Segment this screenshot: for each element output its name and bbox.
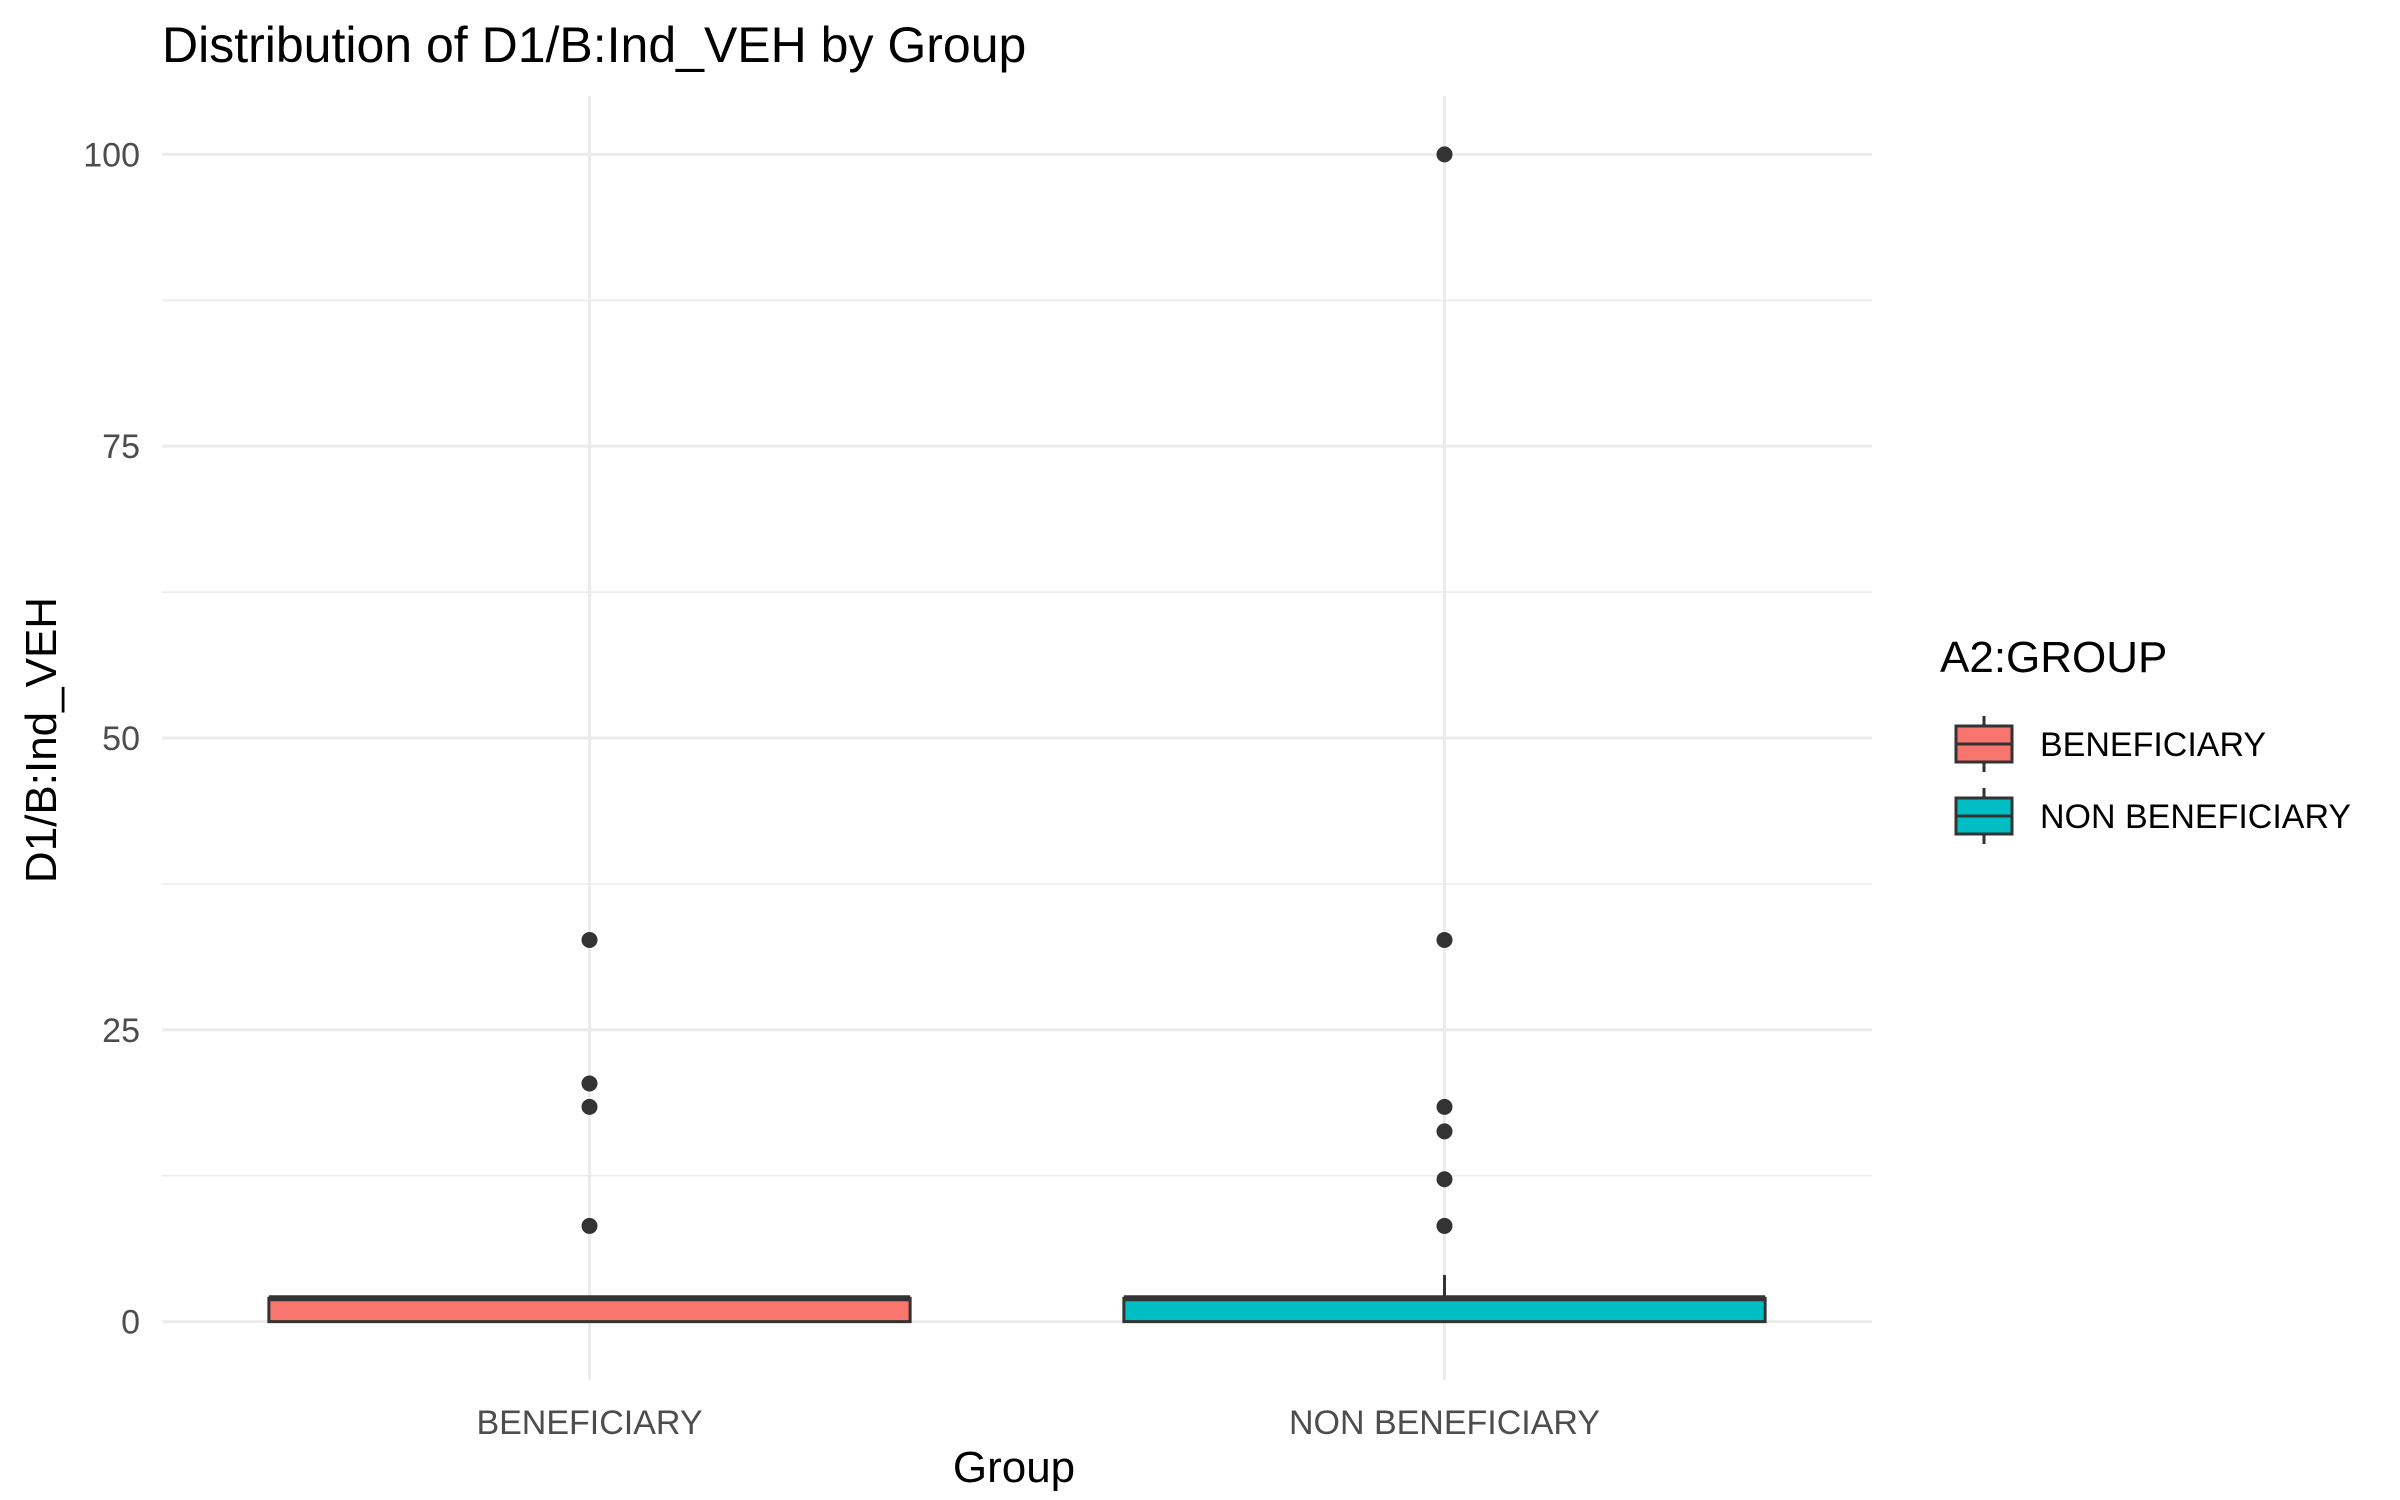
x-axis-title: Group — [953, 1443, 1075, 1492]
legend-label: NON BENEFICIARY — [2040, 798, 2351, 836]
y-axis-ticks: 0 25 50 75 100 — [83, 136, 140, 1341]
outlier-point — [1436, 931, 1453, 948]
y-tick-label: 100 — [83, 136, 140, 174]
box-group — [1122, 146, 1767, 1324]
y-tick-label: 75 — [102, 428, 140, 466]
x-axis-ticks: BENEFICIARY NON BENEFICIARY — [476, 1404, 1600, 1442]
box-group — [267, 931, 912, 1324]
chart-title: Distribution of D1/B:Ind_VEH by Group — [162, 17, 1026, 73]
y-tick-label: 25 — [102, 1012, 140, 1050]
y-tick-label: 0 — [121, 1304, 140, 1342]
outlier-point — [581, 931, 598, 948]
grid-lines — [162, 96, 1872, 1380]
outlier-point — [1436, 146, 1453, 163]
outlier-point — [581, 1098, 598, 1115]
y-tick-label: 50 — [102, 720, 140, 758]
outlier-point — [1436, 1171, 1453, 1188]
legend-entry: BENEFICIARY — [1954, 716, 2266, 772]
outlier-point — [1436, 1098, 1453, 1115]
outlier-point — [581, 1075, 598, 1092]
box-body — [1122, 1296, 1767, 1324]
y-axis-title: D1/B:Ind_VEH — [17, 597, 66, 883]
outlier-point — [581, 1217, 598, 1234]
outlier-point — [1436, 1123, 1453, 1140]
legend-label: BENEFICIARY — [2040, 726, 2266, 764]
x-tick-label: BENEFICIARY — [476, 1404, 702, 1442]
box-body — [267, 1296, 912, 1324]
legend-title: A2:GROUP — [1940, 633, 2167, 682]
legend: A2:GROUP BENEFICIARY NON BENEFICIARY — [1940, 633, 2351, 844]
outlier-point — [1436, 1217, 1453, 1234]
box-series — [267, 146, 1767, 1324]
legend-entry: NON BENEFICIARY — [1954, 788, 2351, 844]
x-tick-label: NON BENEFICIARY — [1289, 1404, 1600, 1442]
